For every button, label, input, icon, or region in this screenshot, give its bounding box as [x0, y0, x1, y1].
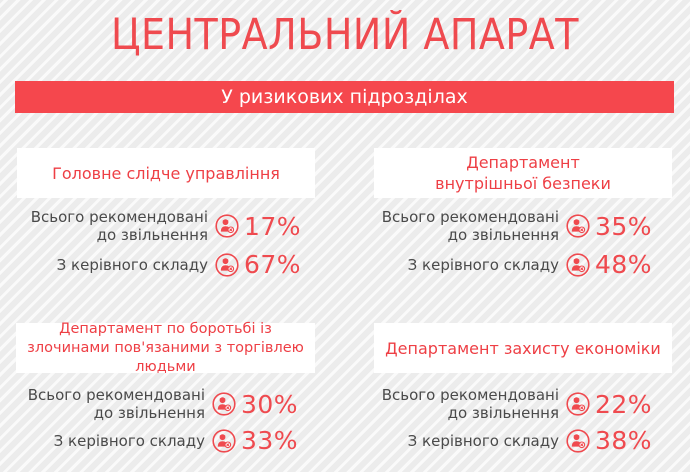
stat-label: З керівного складу [407, 255, 559, 274]
person-dismissed-icon [215, 253, 239, 277]
stat-label: Всього рекомендовані до звільнення [27, 386, 205, 422]
person-dismissed-icon [566, 214, 590, 238]
stat-label: З керівного складу [53, 431, 205, 450]
stat-value: 22% [595, 389, 653, 419]
stat-value: 38% [595, 426, 653, 455]
stat-row-management: З керівного складу 38% [359, 426, 652, 455]
person-dismissed-icon [212, 392, 236, 416]
stat-row-management: З керівного складу 67% [8, 250, 301, 279]
stat-label: Всього рекомендовані до звільнення [30, 208, 208, 244]
stat-row-total: Всього рекомендовані до звільнення 22% [359, 386, 652, 422]
stat-value: 67% [244, 250, 302, 279]
department-title-box: Головне слідче управління [17, 148, 315, 198]
person-dismissed-icon [566, 253, 590, 277]
department-title-box: Департамент по боротьбі із злочинами пов… [16, 321, 315, 375]
page-title: ЦЕНТРАЛЬНИЙ АПАРАТ [110, 10, 580, 60]
department-title-box: Департамент захисту економіки [374, 323, 672, 373]
stat-value: 35% [595, 211, 653, 241]
department-title-box: Департамент внутрішньої безпеки [374, 148, 672, 198]
stat-value: 48% [595, 250, 653, 279]
stat-label: Всього рекомендовані до звільнення [381, 208, 559, 244]
stat-value: 17% [244, 211, 302, 241]
stat-row-total: Всього рекомендовані до звільнення 30% [5, 386, 298, 422]
stat-label: З керівного складу [407, 431, 559, 450]
department-title: Головне слідче управління [52, 163, 280, 183]
person-dismissed-icon [212, 429, 236, 453]
stat-row-total: Всього рекомендовані до звільнення 35% [359, 208, 652, 244]
stat-value: 30% [241, 389, 299, 419]
department-title: Департамент по боротьбі із злочинами пов… [27, 320, 304, 375]
stat-label: З керівного складу [56, 255, 208, 274]
person-dismissed-icon [566, 429, 590, 453]
section-banner: У ризикових підрозділах [15, 81, 674, 113]
stat-row-management: З керівного складу 33% [5, 426, 298, 455]
stat-label: Всього рекомендовані до звільнення [381, 386, 559, 422]
department-title: Департамент захисту економіки [385, 338, 661, 358]
stat-row-total: Всього рекомендовані до звільнення 17% [8, 208, 301, 244]
person-dismissed-icon [215, 214, 239, 238]
person-dismissed-icon [566, 392, 590, 416]
stat-row-management: З керівного складу 48% [359, 250, 652, 279]
stat-value: 33% [241, 426, 299, 455]
department-title: Департамент внутрішньої безпеки [435, 153, 611, 193]
